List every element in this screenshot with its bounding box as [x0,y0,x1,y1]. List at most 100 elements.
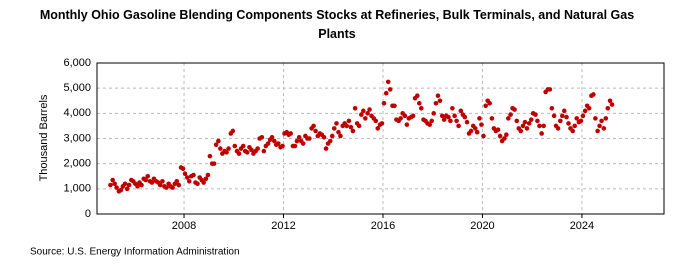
data-point [605,106,611,111]
data-point [609,102,615,107]
data-point [352,106,358,111]
x-tick-label: 2008 [172,220,196,232]
data-point [174,178,180,184]
data-point [195,181,200,187]
data-point [549,106,555,111]
data-point [135,184,140,189]
data-point [487,100,492,106]
data-point [533,112,538,117]
data-point [207,153,213,159]
data-point [561,108,567,114]
data-point [350,128,356,134]
data-point [441,117,447,122]
data-point [359,112,364,117]
data-point [383,90,389,96]
data-point [502,136,507,141]
data-point [294,138,300,144]
data-point [385,79,391,85]
data-point [591,92,596,97]
data-point [404,122,410,127]
data-point [182,171,188,177]
data-point [595,128,600,134]
data-point [361,108,366,114]
data-point [586,106,592,111]
data-point [448,118,453,124]
data-point [537,123,542,129]
data-point [468,128,474,134]
data-point [122,181,128,187]
data-point [296,134,302,140]
data-point [300,141,306,146]
data-point [381,100,387,106]
data-point [450,106,455,111]
y-tick-label: 4,000 [63,107,91,119]
data-point [599,118,604,124]
data-point [265,141,271,146]
data-point [269,134,275,140]
data-point [261,148,267,154]
data-point [224,150,229,155]
data-point [240,143,246,149]
data-point [259,134,265,140]
data-point [574,116,580,121]
data-point [126,182,132,188]
data-point [593,116,598,121]
data-point [557,118,563,124]
plot-border [96,62,665,215]
data-point [462,114,468,120]
data-point [566,121,571,126]
data-point [524,126,530,131]
data-point [348,124,354,130]
y-tick-label: 0 [85,208,91,220]
source-note: Source: U.S. Energy Information Administ… [30,247,240,258]
data-point [112,181,117,187]
data-point [114,185,119,190]
data-point [522,119,528,125]
x-tick-label: 2012 [271,220,295,232]
data-point [139,182,144,188]
data-point [580,113,586,119]
data-point [323,146,329,151]
data-point [402,113,408,119]
data-point [572,123,578,129]
data-point [143,177,149,183]
data-point [232,143,238,149]
data-point [365,111,370,116]
data-point [520,123,526,129]
data-point [184,175,190,180]
data-point [495,127,501,132]
data-point [236,151,242,156]
x-tick-label: 2024 [570,220,594,232]
data-point [427,122,433,127]
data-point [275,141,281,146]
data-point [373,118,379,124]
data-point [186,178,192,184]
data-point [387,87,393,92]
data-point [327,138,333,144]
data-point [597,123,602,129]
data-point [307,136,312,141]
data-point [255,146,260,151]
data-point [431,111,437,116]
data-point [479,122,484,127]
data-point [483,103,488,109]
data-point [564,114,569,120]
data-point [418,106,424,111]
data-point [582,108,588,114]
data-point [110,177,115,183]
x-tick-label: 2020 [470,220,494,232]
data-point [329,133,335,139]
data-point [363,116,368,121]
data-point [313,128,318,134]
data-point [311,123,316,129]
data-point [416,100,422,106]
data-point [603,116,609,121]
data-point [452,113,457,119]
data-point [321,134,327,140]
data-point [446,114,451,120]
data-point [213,142,219,148]
data-point [489,116,495,121]
data-point [497,133,503,139]
data-point [437,98,443,104]
